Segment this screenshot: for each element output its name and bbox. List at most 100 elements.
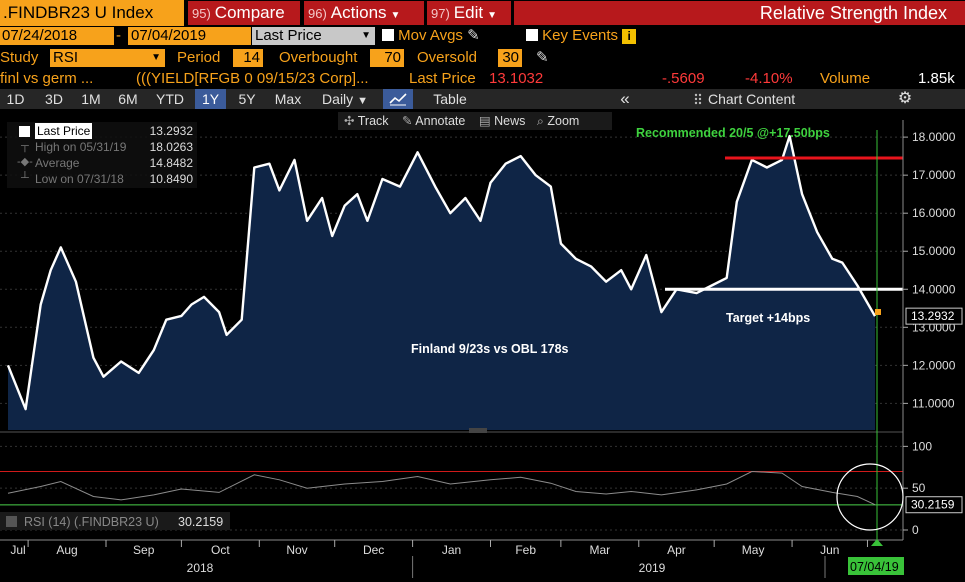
chart-content-button[interactable]: Chart Content (708, 91, 796, 107)
date-range-separator: - (116, 27, 121, 44)
volume-label: Volume (820, 70, 871, 87)
chevron-down-icon: ▼ (361, 30, 371, 41)
legend-average-icon: -◆- (17, 156, 33, 168)
start-date-input[interactable]: 07/24/2018 (0, 27, 114, 45)
legend-label-last: Last Price (35, 123, 93, 139)
gear-icon[interactable]: ⚙ (897, 90, 913, 107)
track-icon[interactable]: ✣ (344, 114, 355, 128)
chart-content-grip-icon[interactable] (688, 89, 708, 109)
rsi-legend-swatch (6, 516, 17, 527)
news-button[interactable]: News (494, 114, 526, 128)
xtick-label: Jun (820, 543, 839, 557)
ytick-label-top: 16.0000 (912, 206, 956, 220)
period-6m[interactable]: 6M (118, 91, 138, 107)
change-pct-value: -4.10% (745, 70, 793, 87)
price-line (6, 134, 877, 411)
study-select[interactable]: RSI ▼ (50, 49, 165, 67)
pencil-icon[interactable]: ✎ (536, 49, 549, 66)
legend-value-last: 13.2932 (149, 124, 193, 138)
actions-button[interactable]: 96) Actions ▼ (304, 1, 424, 25)
legend-row-high[interactable]: ┬ High on 05/31/19 18.0263 (7, 139, 197, 155)
zoom-icon[interactable]: ⌕ (536, 114, 544, 128)
overbought-input[interactable]: 70 (370, 49, 404, 67)
date-cursor-label: 07/04/19 (850, 560, 899, 574)
table-button[interactable]: Table (433, 91, 467, 107)
actions-label: Actions (330, 3, 387, 22)
year-label: 2019 (639, 561, 666, 575)
chevron-down-icon: ▼ (357, 95, 368, 107)
legend-high-icon: ┬ (21, 140, 29, 152)
last-point-marker (875, 309, 881, 315)
mov-avgs-checkbox[interactable] (382, 29, 394, 41)
oversold-input[interactable]: 30 (498, 49, 522, 67)
xtick-label: Sep (133, 543, 155, 557)
pencil-icon[interactable]: ✎ (467, 27, 480, 44)
rsi-legend-bg (0, 512, 230, 530)
compare-button[interactable]: 95) Compare (188, 1, 300, 25)
annotate-icon[interactable]: ✎ (402, 114, 413, 128)
security-formula[interactable]: (((YIELD[RFGB 0 09/15/23 Corp]... (136, 70, 369, 87)
legend-label-high: High on 05/31/19 (35, 140, 127, 154)
legend-label-low: Low on 07/31/18 (35, 172, 124, 186)
legend-value-average: 14.8482 (149, 156, 193, 170)
xtick-label: Nov (286, 543, 307, 557)
period-1m[interactable]: 1M (81, 91, 101, 107)
legend-row-low[interactable]: ┴ Low on 07/31/18 10.8490 (7, 171, 197, 187)
ytick-label-bottom: 100 (912, 439, 932, 453)
edit-button[interactable]: 97) Edit ▼ (427, 1, 511, 25)
collapse-icon[interactable]: « (620, 89, 630, 108)
xtick-label: May (742, 543, 765, 557)
date-cursor-box[interactable] (848, 557, 904, 575)
ytick-label-top: 15.0000 (912, 244, 956, 258)
ytick-label-top: 12.0000 (912, 358, 956, 372)
chevron-down-icon: ▼ (487, 10, 497, 21)
xtick-label: Jul (10, 543, 25, 557)
price-chart[interactable]: 11.000012.000013.000014.000015.000016.00… (0, 110, 965, 582)
period-1y[interactable]: 1Y (195, 89, 226, 109)
key-events-checkbox[interactable] (526, 29, 538, 41)
xtick-label: Oct (211, 543, 230, 557)
annotate-button[interactable]: Annotate (415, 114, 466, 128)
ytick-label-top: 17.0000 (912, 168, 956, 182)
xtick-label: Aug (56, 543, 77, 557)
period-1d[interactable]: 1D (6, 91, 25, 107)
frequency-select[interactable]: Daily ▼ (312, 89, 378, 109)
change-value: -.5609 (662, 70, 705, 87)
ticker-field[interactable]: .FINDBR23 U Index (0, 0, 184, 26)
info-icon[interactable]: i (622, 29, 637, 44)
track-button[interactable]: Track (357, 114, 389, 128)
legend-row-last[interactable]: Last Price 13.2932 (7, 123, 197, 139)
frequency-value: Daily (322, 91, 354, 107)
period-max[interactable]: Max (274, 91, 302, 107)
ytick-label-top: 11.0000 (912, 396, 955, 410)
last-price-label-box (905, 307, 963, 325)
xtick-label: Feb (515, 543, 536, 557)
price-area-fill (8, 136, 875, 430)
period-input[interactable]: 14 (233, 49, 263, 67)
field-select[interactable]: Last Price ▼ (252, 27, 375, 45)
legend-value-high: 18.0263 (149, 140, 193, 154)
ytick-label-top: 14.0000 (912, 282, 956, 296)
legend-row-average[interactable]: -◆- Average 14.8482 (7, 155, 197, 171)
end-date-input[interactable]: 07/04/2019 (128, 27, 251, 45)
period-ytd[interactable]: YTD (156, 91, 184, 107)
legend-low-icon: ┴ (21, 172, 29, 184)
period-3d[interactable]: 3D (45, 91, 63, 107)
period-5y[interactable]: 5Y (238, 91, 256, 107)
edit-num: 97) (431, 6, 450, 21)
mov-avgs-toggle[interactable]: Mov Avgs ✎ (382, 27, 480, 45)
ytick-label-top: 18.0000 (912, 130, 956, 144)
news-icon[interactable]: ▤ (478, 114, 491, 128)
study-label: Study (0, 49, 39, 66)
date-cursor-arrow[interactable] (871, 539, 883, 546)
security-short-name[interactable]: finl vs germ ... (0, 70, 94, 87)
zoom-button[interactable]: Zoom (547, 114, 580, 128)
panel-resize-handle[interactable] (469, 428, 487, 433)
field-select-value: Last Price (255, 27, 322, 44)
key-events-toggle[interactable]: Key Events i (526, 27, 637, 45)
line-chart-icon[interactable] (383, 89, 413, 109)
rsi-legend-value: 30.2159 (178, 515, 223, 529)
price-legend: Last Price 13.2932 ┬ High on 05/31/19 18… (7, 122, 197, 188)
study-select-value: RSI (53, 49, 79, 66)
ytick-label-bottom: 0 (912, 523, 919, 537)
